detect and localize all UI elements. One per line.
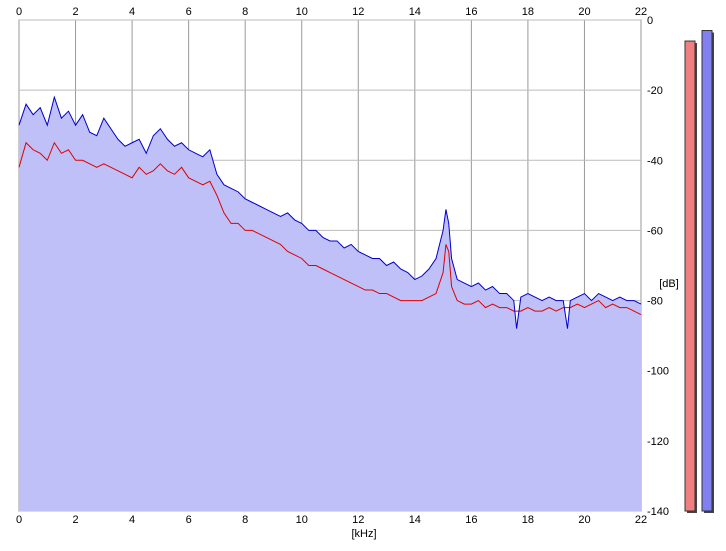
x-tick-label-bottom: 4: [129, 514, 135, 526]
x-tick-labels-top: 0 2 4 6 8 10 12 14 16 18 20 22: [16, 6, 647, 18]
series-line-1: [18, 141, 642, 316]
x-tick-label-bottom: 14: [409, 514, 421, 526]
y-tick-label: -100: [647, 366, 669, 378]
x-tick-label-bottom: 2: [72, 514, 78, 526]
x-tick-label-bottom: 18: [522, 514, 534, 526]
x-tick-label-top: 2: [72, 6, 78, 18]
x-tick-label-bottom: 10: [296, 514, 308, 526]
y-tick-label: -40: [647, 155, 663, 167]
y-axis-label: [dB]: [659, 278, 679, 290]
x-tick-label-bottom: 20: [578, 514, 590, 526]
y-tick-label: -80: [647, 296, 663, 308]
x-tick-label-top: 6: [186, 6, 192, 18]
level-meter-bar: [684, 40, 696, 512]
y-tick-label: -120: [647, 436, 669, 448]
x-tick-label-bottom: 0: [16, 514, 22, 526]
x-axis-label: [kHz]: [351, 528, 376, 540]
x-tick-label-top: 18: [522, 6, 534, 18]
x-tick-label-bottom: 16: [465, 514, 477, 526]
x-tick-label-top: 22: [635, 6, 647, 18]
x-tick-label-top: 10: [296, 6, 308, 18]
y-tick-labels: 0 -20 -40 -60 -80 -100 -120 -140: [647, 15, 669, 518]
x-tick-label-bottom: 6: [186, 514, 192, 526]
x-tick-label-bottom: 12: [352, 514, 364, 526]
x-tick-labels-bottom: 0 2 4 6 8 10 12 14 16 18 20 22: [16, 514, 647, 526]
x-tick-label-top: 20: [578, 6, 590, 18]
x-tick-label-top: 8: [242, 6, 248, 18]
x-tick-label-top: 14: [409, 6, 421, 18]
level-meter-bar: [701, 30, 713, 512]
x-tick-label-top: 0: [16, 6, 22, 18]
y-tick-label: -60: [647, 225, 663, 237]
y-tick-label: -20: [647, 85, 663, 97]
series-lines: [18, 95, 642, 329]
series-line-0: [18, 95, 642, 329]
x-tick-label-top: 16: [465, 6, 477, 18]
x-tick-label-bottom: 8: [242, 514, 248, 526]
x-tick-label-bottom: 22: [635, 514, 647, 526]
spectrum-fill-area: [19, 97, 641, 512]
x-tick-label-top: 4: [129, 6, 135, 18]
x-tick-label-top: 12: [352, 6, 364, 18]
y-tick-label: 0: [647, 15, 653, 27]
level-meters: [684, 30, 714, 514]
y-tick-label: -140: [647, 506, 669, 518]
